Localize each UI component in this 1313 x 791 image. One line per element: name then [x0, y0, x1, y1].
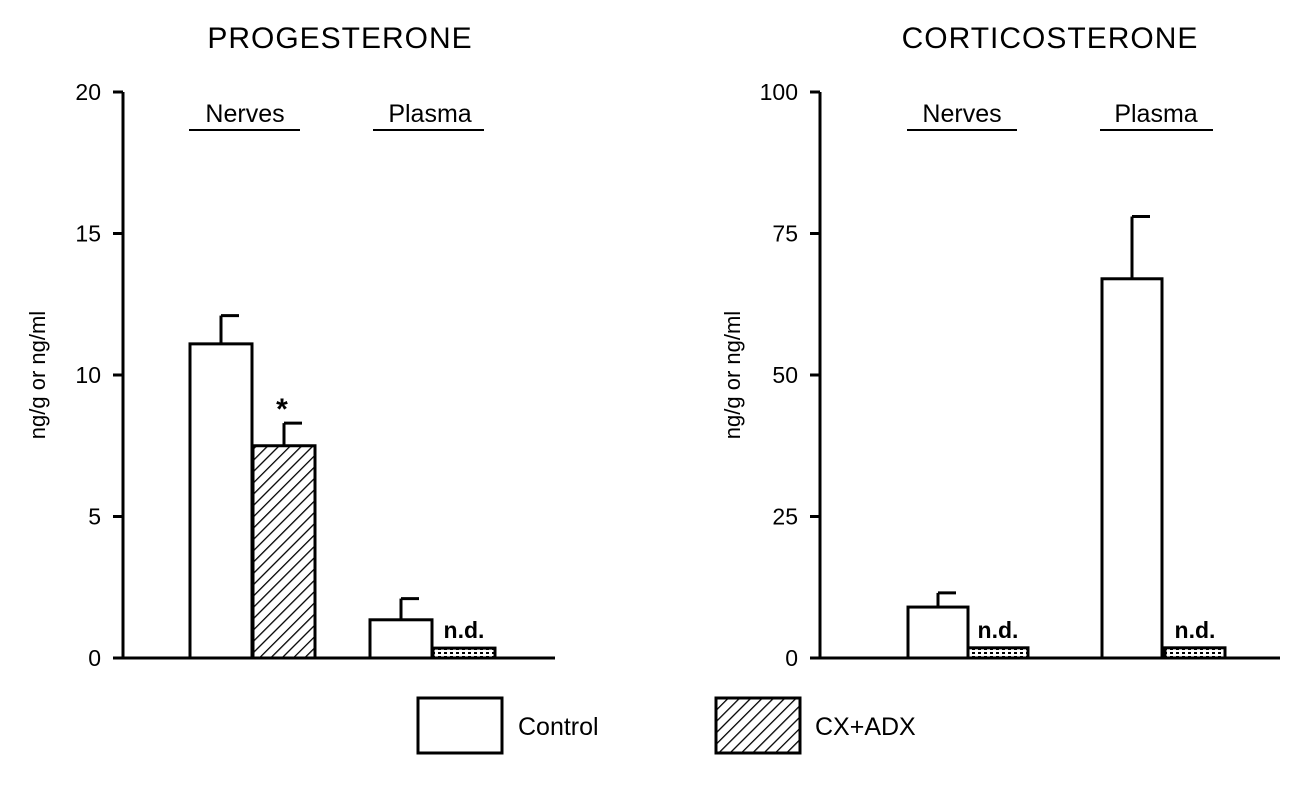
- corticosterone-category-label: Nerves: [922, 100, 1001, 128]
- corticosterone-bar-treated: [1163, 646, 1227, 660]
- chart-progesterone: PROGESTERONE ng/g or ng/ml 0 5 10 15 20 Nerves P…: [25, 22, 555, 671]
- legend-swatch-control: [416, 696, 504, 755]
- corticosterone-bar-control: [1100, 277, 1164, 660]
- corticosterone-not-detected-label: n.d.: [1175, 617, 1216, 643]
- corticosterone-bar-treated: [966, 646, 1030, 660]
- progesterone-bar-control: [188, 342, 254, 660]
- corticosterone-y-tick-label: 75: [772, 221, 798, 247]
- legend: Control CX+ADX: [416, 696, 916, 755]
- corticosterone-y-tick-label: 50: [772, 362, 798, 388]
- progesterone-y-tick-label: 20: [75, 79, 101, 105]
- chart-corticosterone: CORTICOSTERONE ng/g or ng/ml 0 25 50 75 100 Ner…: [720, 22, 1280, 671]
- corticosterone-y-tick-label: 25: [772, 504, 798, 530]
- corticosterone-not-detected-label: n.d.: [978, 617, 1019, 643]
- progesterone-bar-control: [368, 618, 434, 660]
- progesterone-title: PROGESTERONE: [207, 22, 472, 55]
- legend-label-control: Control: [518, 713, 599, 741]
- corticosterone-category-label: Plasma: [1114, 100, 1197, 128]
- corticosterone-y-tick-label: 100: [760, 79, 798, 105]
- legend-label-treated: CX+ADX: [815, 713, 916, 741]
- progesterone-y-axis-label: ng/g or ng/ml: [25, 311, 50, 439]
- progesterone-y-tick-label: 0: [88, 645, 101, 671]
- corticosterone-title: CORTICOSTERONE: [902, 22, 1199, 55]
- progesterone-y-tick-label: 15: [75, 221, 101, 247]
- progesterone-category-label: Plasma: [388, 100, 471, 128]
- progesterone-y-tick-label: 10: [75, 362, 101, 388]
- corticosterone-y-axis-label: ng/g or ng/ml: [720, 311, 745, 439]
- progesterone-bar-treated: [251, 444, 317, 660]
- progesterone-category-label: Nerves: [205, 100, 284, 128]
- progesterone-y-tick-label: 5: [88, 504, 101, 530]
- legend-swatch-treated: [714, 696, 802, 755]
- corticosterone-bar-control: [906, 605, 970, 660]
- progesterone-significance-marker: *: [276, 393, 288, 426]
- corticosterone-y-tick-label: 0: [785, 645, 798, 671]
- progesterone-bar-treated: [431, 646, 497, 660]
- progesterone-not-detected-label: n.d.: [444, 617, 485, 643]
